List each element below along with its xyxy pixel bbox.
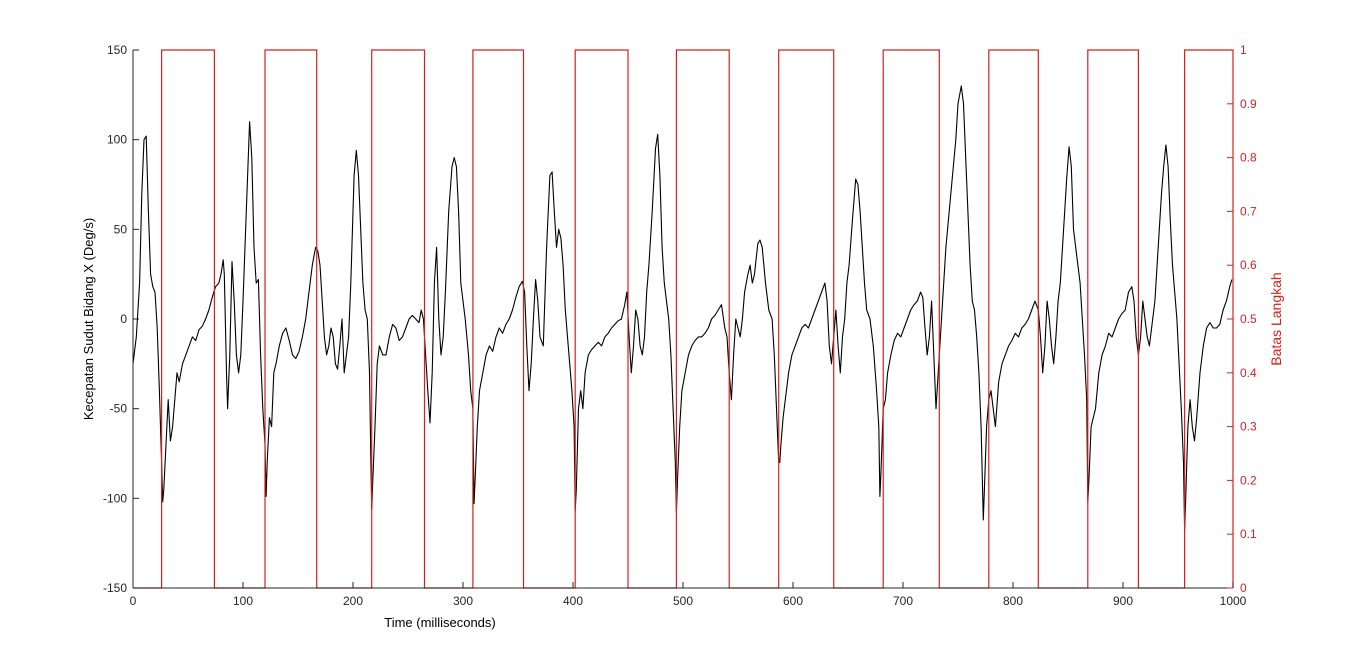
left-y-tick-label: -150 bbox=[103, 581, 127, 595]
right-y-tick-label: 0.2 bbox=[1240, 473, 1257, 487]
x-tick-label: 0 bbox=[130, 594, 137, 608]
left-y-axis-ticks: -150 -100 -50 0 50 100 150 bbox=[103, 43, 139, 595]
series-line-left bbox=[132, 85, 1233, 532]
right-y-axis-title: Batas Langkah bbox=[1268, 272, 1284, 365]
right-y-tick-label: 0.9 bbox=[1240, 97, 1257, 111]
x-tick-label: 900 bbox=[1113, 594, 1133, 608]
right-y-tick-label: 1 bbox=[1240, 43, 1247, 57]
left-y-tick-label: -50 bbox=[110, 402, 128, 416]
right-y-tick-label: 0 bbox=[1240, 581, 1247, 595]
right-y-tick-label: 0.5 bbox=[1240, 312, 1257, 326]
left-y-tick-label: 0 bbox=[120, 312, 127, 326]
right-y-tick-label: 0.1 bbox=[1240, 527, 1257, 541]
x-tick-label: 100 bbox=[233, 594, 253, 608]
right-y-tick-label: 0.7 bbox=[1240, 204, 1257, 218]
left-y-tick-label: 100 bbox=[107, 133, 127, 147]
right-y-tick-label: 0.6 bbox=[1240, 258, 1257, 272]
right-y-tick-label: 0.4 bbox=[1240, 366, 1257, 380]
x-tick-label: 800 bbox=[1003, 594, 1023, 608]
left-y-axis-title: Kecepatan Sudut Bidang X (Deg/s) bbox=[81, 218, 96, 420]
plot-area bbox=[132, 49, 1234, 589]
left-y-tick-label: 150 bbox=[107, 43, 127, 57]
right-y-tick-label: 0.3 bbox=[1240, 420, 1257, 434]
right-y-axis-ticks: 0 0.1 0.2 0.3 0.4 0.5 0.6 0.7 0.8 0.9 1 bbox=[1227, 43, 1257, 595]
x-tick-label: 700 bbox=[893, 594, 913, 608]
x-tick-label: 400 bbox=[563, 594, 583, 608]
x-tick-label: 300 bbox=[453, 594, 473, 608]
series-line-right bbox=[133, 49, 1234, 589]
x-axis-title: Time (milliseconds) bbox=[384, 615, 495, 630]
x-tick-label: 500 bbox=[673, 594, 693, 608]
left-y-tick-label: -100 bbox=[103, 491, 127, 505]
right-y-tick-label: 0.8 bbox=[1240, 151, 1257, 165]
x-axis-ticks: 0 100 200 300 400 500 600 700 800 900 1000 bbox=[130, 582, 1247, 608]
x-tick-label: 200 bbox=[343, 594, 363, 608]
left-y-tick-label: 50 bbox=[114, 222, 128, 236]
x-tick-label: 600 bbox=[783, 594, 803, 608]
x-tick-label: 1000 bbox=[1220, 594, 1247, 608]
